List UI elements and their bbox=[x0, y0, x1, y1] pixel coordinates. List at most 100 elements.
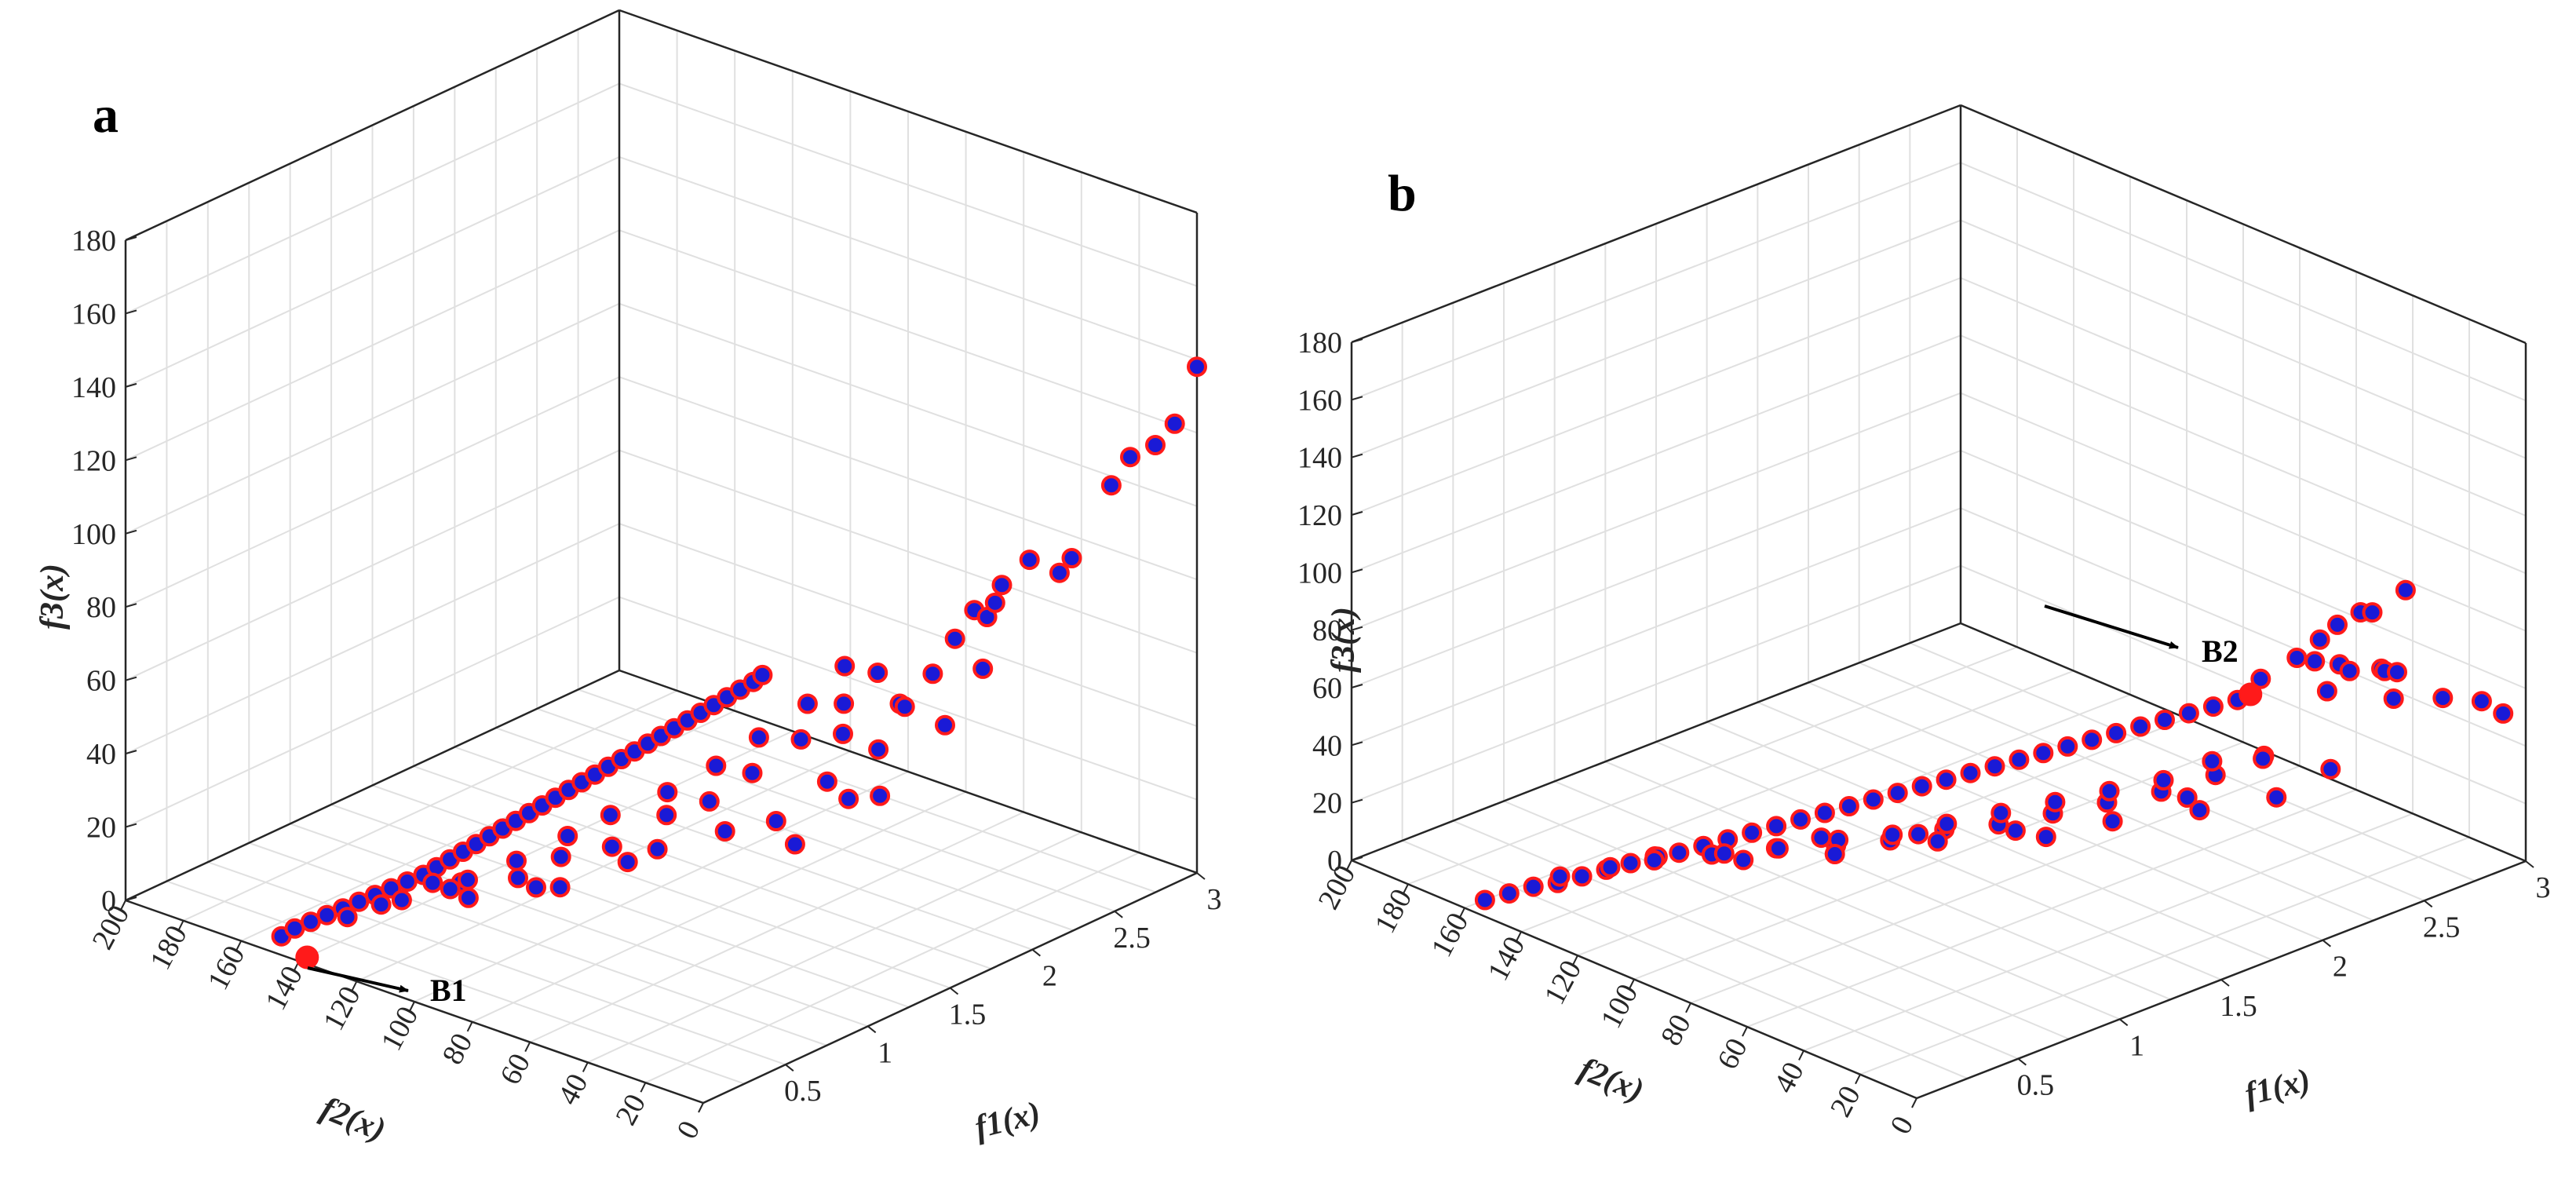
data-point bbox=[1768, 838, 1789, 859]
data-point bbox=[2493, 703, 2514, 724]
grid-line bbox=[330, 803, 910, 1008]
data-point bbox=[1908, 823, 1929, 845]
data-point bbox=[458, 887, 479, 908]
data-point bbox=[1790, 809, 1811, 830]
axis-box-edge bbox=[125, 9, 620, 242]
data-point bbox=[984, 592, 1005, 613]
z-tick-mark bbox=[1351, 453, 1363, 458]
data-point bbox=[1600, 856, 1621, 878]
z-tick-mark bbox=[1351, 568, 1363, 574]
data-point bbox=[1838, 796, 1859, 816]
data-point bbox=[2045, 791, 2066, 812]
y-tick-label: 180 bbox=[1368, 884, 1418, 939]
x-tick-label: 2 bbox=[2333, 951, 2348, 984]
data-point bbox=[748, 727, 769, 748]
data-point bbox=[656, 805, 677, 826]
y-tick-mark bbox=[524, 1042, 531, 1053]
axis-box-edge bbox=[1351, 622, 1961, 862]
data-point bbox=[506, 850, 527, 871]
data-point bbox=[601, 836, 622, 857]
x-tick-label: 0.5 bbox=[784, 1075, 822, 1108]
data-point bbox=[2253, 748, 2274, 769]
data-point bbox=[1766, 816, 1787, 837]
z-tick-label: 140 bbox=[71, 371, 116, 404]
x-tick-mark bbox=[2119, 1018, 2129, 1027]
data-point bbox=[1936, 769, 1957, 790]
data-point bbox=[790, 728, 812, 750]
highlight-point-b1 bbox=[295, 945, 319, 969]
x-tick-label: 1 bbox=[878, 1036, 892, 1069]
panel-label-a: a bbox=[93, 86, 119, 144]
z-tick-mark bbox=[1351, 856, 1363, 861]
data-point bbox=[1742, 822, 1763, 843]
b1-arrow bbox=[307, 966, 409, 993]
z-tick-label: 0 bbox=[101, 885, 116, 918]
b2-label: B2 bbox=[2202, 633, 2238, 669]
z-tick-label: 180 bbox=[71, 225, 116, 257]
z-tick-label: 40 bbox=[86, 738, 116, 771]
data-point bbox=[391, 889, 412, 911]
panel-label-b: b bbox=[1388, 165, 1417, 222]
grid-line bbox=[1859, 662, 2425, 902]
data-point bbox=[2266, 787, 2287, 808]
y-tick-label: 60 bbox=[494, 1048, 537, 1090]
grid-line bbox=[372, 784, 950, 989]
z-tick-label: 80 bbox=[86, 591, 116, 624]
x-tick-mark bbox=[2525, 860, 2534, 868]
data-point bbox=[647, 838, 668, 860]
data-point bbox=[2202, 750, 2223, 772]
data-point bbox=[833, 723, 853, 744]
data-point bbox=[2102, 811, 2123, 832]
y-tick-label: 20 bbox=[1824, 1080, 1867, 1122]
y-tick-mark bbox=[1798, 1050, 1804, 1061]
y-tick-mark bbox=[1516, 931, 1522, 942]
data-point bbox=[2202, 696, 2224, 717]
data-point bbox=[706, 755, 727, 776]
x-tick-mark bbox=[1196, 872, 1206, 880]
y-tick-mark bbox=[1346, 860, 1352, 871]
data-point bbox=[2250, 668, 2271, 689]
z-tick-mark bbox=[125, 750, 137, 755]
data-point bbox=[1887, 783, 1908, 804]
data-point bbox=[935, 714, 955, 736]
grid-line bbox=[248, 842, 827, 1046]
y-tick-label: 120 bbox=[317, 981, 367, 1036]
data-point bbox=[2155, 710, 2175, 730]
data-point bbox=[991, 575, 1013, 596]
data-point bbox=[1644, 849, 1665, 871]
x-tick-mark bbox=[785, 1064, 794, 1072]
y-tick-label: 200 bbox=[1312, 860, 1362, 915]
axis-box-edge bbox=[1960, 104, 2527, 345]
z-tick-label: 100 bbox=[1297, 557, 1342, 590]
data-point bbox=[422, 872, 443, 893]
data-point bbox=[617, 852, 638, 873]
z-tick-mark bbox=[125, 896, 137, 901]
data-point bbox=[765, 811, 786, 831]
z-tick-mark bbox=[1351, 798, 1363, 804]
data-point bbox=[600, 805, 621, 826]
data-point bbox=[816, 771, 837, 792]
z-tick-mark bbox=[1351, 741, 1363, 747]
y-tick-mark bbox=[235, 940, 243, 951]
data-point bbox=[2286, 648, 2308, 668]
data-point bbox=[752, 664, 773, 685]
axis-box-edge bbox=[1960, 622, 2527, 863]
data-point bbox=[944, 628, 965, 649]
data-point bbox=[2099, 780, 2120, 801]
y-tick-label: 200 bbox=[86, 900, 136, 955]
data-point bbox=[657, 782, 678, 803]
data-point bbox=[2309, 629, 2330, 650]
y-tick-label: 160 bbox=[202, 940, 252, 995]
z-tick-mark bbox=[125, 382, 137, 388]
y-tick-mark bbox=[1403, 883, 1409, 894]
data-point bbox=[1814, 802, 1835, 823]
y-tick-mark bbox=[582, 1061, 589, 1072]
highlight-point-b2 bbox=[2238, 682, 2263, 707]
data-point bbox=[1164, 413, 1185, 434]
z-tick-label: 20 bbox=[86, 812, 116, 845]
y-tick-label: 120 bbox=[1538, 955, 1588, 1010]
data-point bbox=[2005, 820, 2026, 842]
z-tick-label: 120 bbox=[1297, 499, 1342, 532]
data-point bbox=[894, 696, 915, 717]
